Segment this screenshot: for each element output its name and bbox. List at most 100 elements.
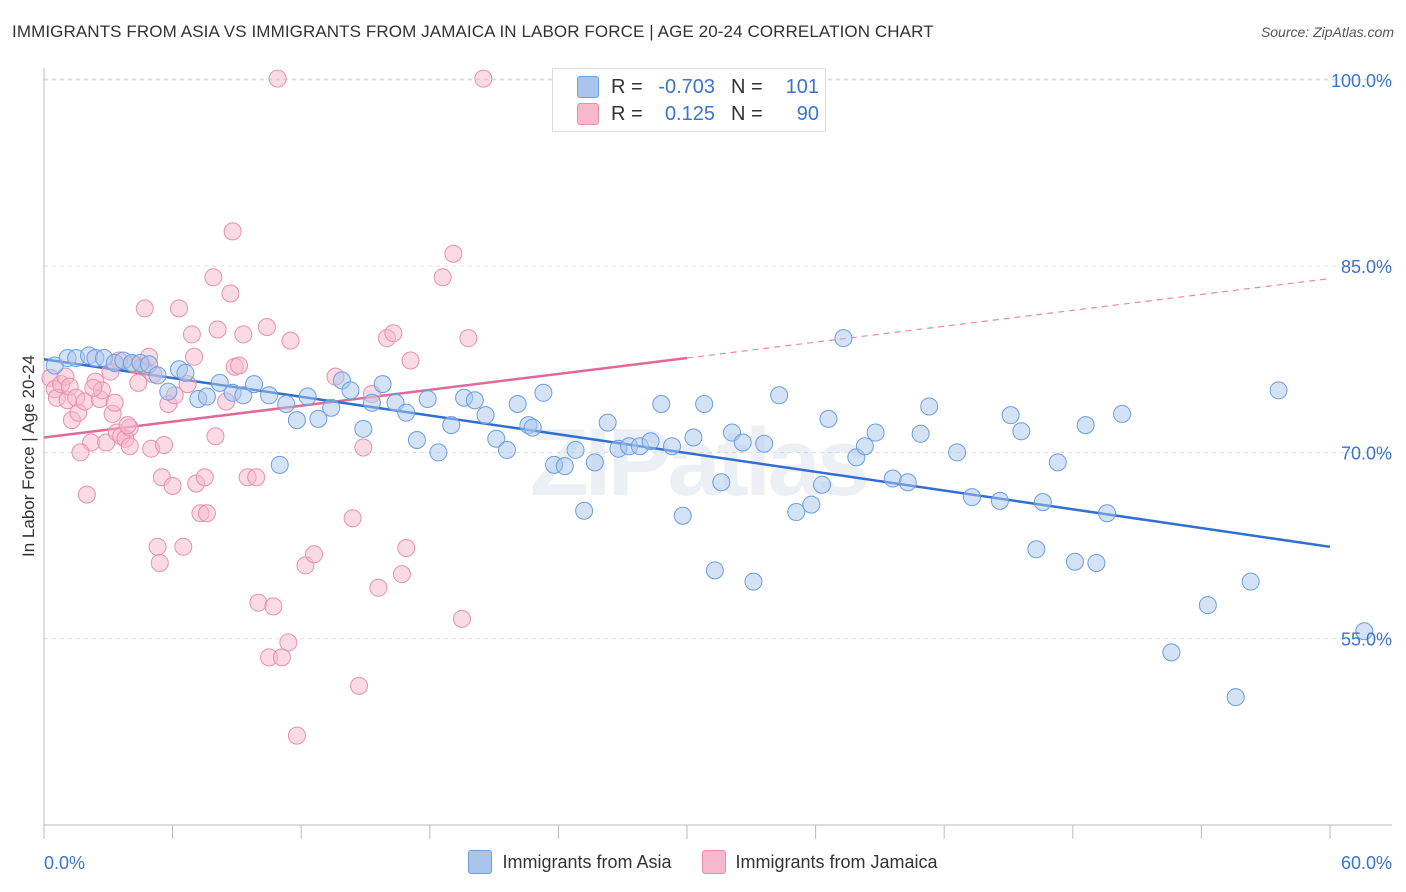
point-jamaica <box>129 373 148 392</box>
trend-line-jamaica-extension <box>686 277 1331 359</box>
stats-n-value: 101 <box>785 75 819 98</box>
point-asia <box>819 409 838 428</box>
stats-r-label: R = <box>611 75 643 98</box>
point-jamaica <box>247 468 266 487</box>
stats-box: R = -0.703 N = 101 R = 0.125 N = 90 <box>552 68 826 132</box>
point-asia <box>407 431 426 449</box>
point-asia <box>813 475 832 494</box>
point-asia <box>397 403 416 422</box>
point-asia <box>787 503 806 522</box>
point-asia <box>673 506 692 525</box>
point-asia <box>197 387 216 406</box>
point-asia <box>362 393 381 412</box>
point-asia <box>1269 381 1288 400</box>
point-jamaica <box>459 329 478 348</box>
point-asia <box>429 443 448 462</box>
point-jamaica <box>150 553 169 572</box>
point-asia <box>770 386 789 405</box>
point-asia <box>176 363 195 382</box>
point-asia <box>898 473 917 492</box>
point-asia <box>1113 404 1132 423</box>
point-jamaica <box>135 299 154 318</box>
point-asia <box>755 434 774 453</box>
point-jamaica <box>287 726 306 745</box>
legend-swatch-jamaica <box>701 850 726 874</box>
point-asia <box>920 397 939 416</box>
point-asia <box>802 495 821 514</box>
chart-title: IMMIGRANTS FROM ASIA VS IMMIGRANTS FROM … <box>12 22 934 41</box>
point-asia <box>287 411 306 430</box>
point-asia <box>1033 493 1052 512</box>
point-asia <box>1027 540 1046 559</box>
point-jamaica <box>230 356 249 375</box>
point-jamaica <box>392 565 411 584</box>
point-asia <box>534 383 553 402</box>
point-asia <box>148 366 167 385</box>
point-jamaica <box>197 504 216 523</box>
stats-row-asia: R = -0.703 N = 101 <box>577 73 819 101</box>
points-asia <box>45 329 1374 707</box>
point-jamaica <box>163 476 182 495</box>
point-jamaica <box>305 545 324 564</box>
point-asia <box>210 373 229 392</box>
point-jamaica <box>354 438 373 457</box>
point-asia <box>1087 553 1106 572</box>
stats-r-value: -0.703 <box>658 75 715 98</box>
legend-swatch-asia <box>468 850 493 874</box>
point-jamaica <box>257 317 276 336</box>
point-asia <box>234 386 253 405</box>
stats-n-label: N = <box>731 102 763 125</box>
point-asia <box>322 398 341 417</box>
point-jamaica <box>182 325 201 344</box>
point-jamaica <box>148 537 167 556</box>
point-asia <box>442 416 461 435</box>
point-asia <box>159 382 178 401</box>
point-asia <box>855 437 874 456</box>
y-tick-label: 70.0% <box>1341 443 1392 463</box>
point-jamaica <box>84 378 103 397</box>
point-jamaica <box>268 69 287 88</box>
point-asia <box>705 561 724 580</box>
point-asia <box>948 443 967 462</box>
point-jamaica <box>369 578 388 597</box>
source-label: Source: ZipAtlas.com <box>1260 24 1394 40</box>
point-jamaica <box>279 633 298 652</box>
point-jamaica <box>105 393 124 412</box>
x-tick-label: 60.0% <box>1341 853 1392 873</box>
x-tick-label: 0.0% <box>44 853 85 873</box>
point-asia <box>354 419 373 438</box>
point-asia <box>1355 622 1374 641</box>
point-asia <box>695 394 714 413</box>
point-asia <box>1012 422 1031 441</box>
stats-r-value: 0.125 <box>664 102 715 125</box>
stats-n-label: N = <box>731 75 763 98</box>
y-axis-label: In Labor Force | Age 20-24 <box>19 355 38 557</box>
point-jamaica <box>234 325 253 344</box>
point-asia <box>585 453 604 472</box>
point-asia <box>260 386 279 405</box>
point-asia <box>963 488 982 507</box>
legend-item-jamaica[interactable]: Immigrants from Jamaica <box>701 850 938 874</box>
point-jamaica <box>444 244 463 263</box>
point-asia <box>497 440 516 459</box>
point-asia <box>555 457 574 476</box>
point-jamaica <box>170 299 189 318</box>
point-asia <box>309 409 328 428</box>
point-asia <box>712 473 731 492</box>
point-jamaica <box>343 509 362 528</box>
point-asia <box>1198 596 1217 615</box>
point-asia <box>990 491 1009 510</box>
point-jamaica <box>401 351 420 370</box>
point-asia <box>566 440 585 459</box>
point-jamaica <box>208 320 227 339</box>
point-jamaica <box>185 347 204 366</box>
point-jamaica <box>204 268 223 287</box>
point-asia <box>1098 504 1117 523</box>
tick-labels: 55.0% 70.0% 85.0% 100.0% 0.0% 60.0% <box>44 71 1392 873</box>
legend: Immigrants from Asia Immigrants from Jam… <box>0 850 1406 874</box>
legend-item-asia[interactable]: Immigrants from Asia <box>468 850 672 874</box>
point-asia <box>487 429 506 448</box>
point-asia <box>575 501 594 520</box>
point-jamaica <box>223 222 242 241</box>
